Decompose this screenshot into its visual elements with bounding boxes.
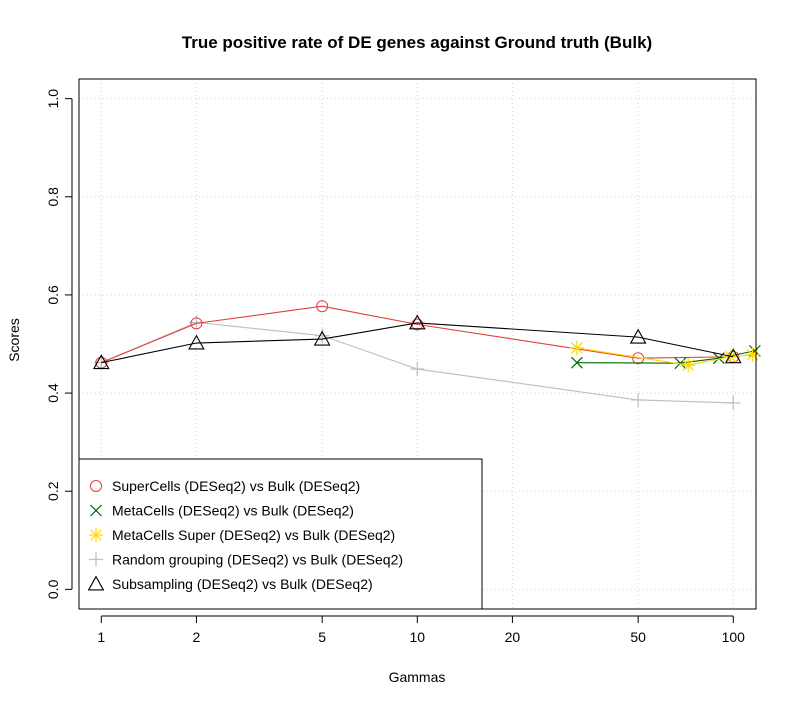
series-line [101,321,734,404]
data-point [631,392,646,408]
legend-label: Subsampling (DESeq2) vs Bulk (DESeq2) [112,576,373,592]
y-axis-label: Scores [6,318,22,362]
data-point [92,354,110,370]
legend-label: MetaCells (DESeq2) vs Bulk (DESeq2) [112,503,354,519]
data-point [724,348,742,364]
y-tick-label: 0.0 [45,579,61,599]
legend: SuperCells (DESeq2) vs Bulk (DESeq2) Meta… [78,458,483,610]
series-line [101,305,734,364]
series-line [101,322,734,364]
data-point [316,300,329,313]
x-tick-label: 100 [722,629,746,645]
series-line [576,347,753,366]
chart-title: True positive rate of DE genes against G… [182,33,652,52]
data-point [674,357,687,370]
series-2 [569,340,760,373]
data-point [190,317,203,330]
data-point [188,334,205,350]
data-point [408,314,426,330]
x-tick-label: 10 [410,629,426,645]
y-tick-label: 0.4 [45,383,61,403]
y-tick-label: 1.0 [45,89,61,109]
data-point [723,349,738,364]
data-point [629,328,647,344]
axes: 1 2 5 10 20 50 100 0.0 0.2 0.4 0.6 0.8 1.0 [45,89,745,645]
x-axis-label: Gammas [389,669,446,685]
data-point [745,347,760,362]
y-tick-label: 0.8 [45,187,61,207]
series-3 [94,315,741,411]
legend-label: MetaCells Super (DESeq2) vs Bulk (DESeq2… [112,527,395,543]
data-point [313,330,331,346]
legend-marker [90,480,102,492]
series-layer [92,300,761,411]
x-tick-label: 2 [193,629,201,645]
x-tick-label: 20 [505,629,521,645]
data-point [570,356,583,369]
legend-marker [87,575,105,591]
legend-marker [88,552,104,567]
legend-label: SuperCells (DESeq2) vs Bulk (DESeq2) [112,478,360,494]
data-point [681,357,696,373]
legend-box [78,458,483,610]
series-line [576,350,755,364]
y-tick-label: 0.6 [45,285,61,305]
x-tick-label: 50 [630,629,646,645]
series-4 [92,314,742,370]
data-point [726,395,741,411]
legend-label: Random grouping (DESeq2) vs Bulk (DESeq2… [112,552,403,568]
series-1 [570,344,761,370]
legend-marker [88,527,104,543]
x-tick-label: 1 [97,629,105,645]
x-tick-label: 5 [318,629,326,645]
legend-marker [90,504,102,517]
data-point [569,340,585,356]
data-point [410,361,425,377]
y-tick-label: 0.2 [45,481,61,501]
